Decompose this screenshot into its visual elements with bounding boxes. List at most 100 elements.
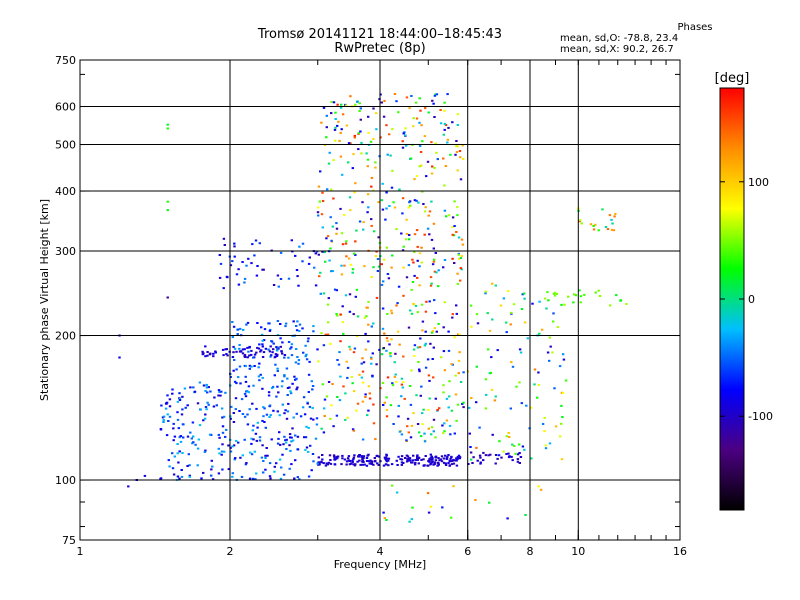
data-point	[341, 243, 345, 246]
data-point	[312, 418, 315, 421]
data-point	[446, 455, 449, 458]
data-point	[336, 455, 340, 458]
data-point	[507, 452, 510, 455]
data-point	[478, 454, 482, 457]
data-point	[330, 112, 333, 115]
data-point	[325, 237, 328, 240]
data-point	[387, 457, 391, 460]
data-point	[440, 455, 444, 458]
data-point	[331, 383, 334, 385]
data-point	[269, 477, 272, 480]
data-point	[372, 463, 375, 466]
data-point	[381, 327, 385, 330]
data-point	[243, 415, 247, 418]
data-point	[166, 123, 169, 126]
data-point	[337, 120, 340, 123]
data-point	[484, 454, 488, 457]
data-point	[612, 229, 616, 232]
data-point	[253, 450, 256, 453]
data-point	[250, 353, 253, 356]
data-point	[432, 376, 435, 379]
data-point	[418, 368, 421, 371]
data-point	[415, 175, 419, 177]
data-point	[312, 330, 315, 333]
data-point	[420, 246, 423, 249]
data-point	[270, 340, 273, 343]
data-point	[329, 462, 333, 465]
data-point	[203, 417, 207, 420]
data-point	[250, 349, 253, 352]
data-point	[272, 342, 275, 345]
data-point	[233, 245, 236, 248]
data-point	[407, 238, 411, 241]
data-point	[261, 356, 265, 358]
data-point	[239, 456, 242, 459]
data-point	[181, 452, 184, 454]
data-point	[611, 222, 614, 225]
data-point	[540, 328, 544, 331]
data-point	[359, 463, 362, 466]
data-point	[385, 453, 388, 456]
data-point	[393, 93, 397, 95]
data-point	[211, 465, 214, 468]
data-point	[288, 467, 291, 470]
data-point	[312, 460, 315, 463]
data-point	[247, 257, 250, 260]
data-point	[414, 458, 417, 461]
data-point	[469, 451, 473, 454]
data-point	[349, 209, 352, 212]
data-point	[606, 228, 610, 231]
data-point	[205, 408, 208, 411]
data-point	[437, 462, 440, 465]
data-point	[523, 321, 527, 324]
data-point	[204, 355, 207, 358]
data-point	[410, 518, 413, 521]
data-point	[219, 262, 223, 265]
data-point	[544, 444, 547, 447]
data-point	[385, 349, 388, 352]
data-point	[524, 514, 527, 516]
data-point	[407, 431, 410, 434]
data-point	[432, 102, 435, 105]
colorbar-tick-label: 0	[748, 293, 755, 306]
data-point	[429, 284, 433, 287]
data-point	[401, 386, 404, 389]
data-point	[370, 218, 373, 221]
data-point	[366, 454, 369, 457]
data-point	[431, 99, 434, 102]
data-point	[388, 343, 391, 346]
data-point	[325, 114, 328, 117]
data-point	[348, 310, 352, 313]
data-point	[268, 462, 272, 465]
data-point	[432, 463, 435, 466]
data-point	[469, 446, 472, 448]
data-point	[518, 381, 521, 384]
data-point	[435, 271, 438, 274]
data-point	[384, 463, 388, 466]
data-point	[275, 462, 278, 465]
data-point	[429, 276, 433, 279]
data-point	[321, 383, 324, 386]
data-point	[403, 397, 406, 400]
data-point	[418, 97, 421, 100]
data-point	[490, 388, 494, 391]
data-point	[424, 366, 428, 369]
data-point	[247, 350, 250, 353]
data-point	[431, 263, 435, 266]
data-point	[454, 153, 457, 156]
data-point	[360, 455, 363, 458]
data-point	[393, 361, 396, 364]
data-point	[167, 459, 170, 462]
data-point	[387, 464, 390, 467]
data-point	[594, 291, 597, 294]
data-point	[252, 438, 255, 441]
data-point	[307, 426, 310, 429]
data-point	[367, 323, 370, 326]
data-point	[432, 346, 435, 349]
data-point	[217, 433, 220, 436]
data-point	[323, 144, 327, 147]
data-point	[401, 249, 405, 252]
data-point	[235, 368, 238, 371]
data-point	[428, 379, 431, 382]
data-point	[419, 151, 423, 153]
